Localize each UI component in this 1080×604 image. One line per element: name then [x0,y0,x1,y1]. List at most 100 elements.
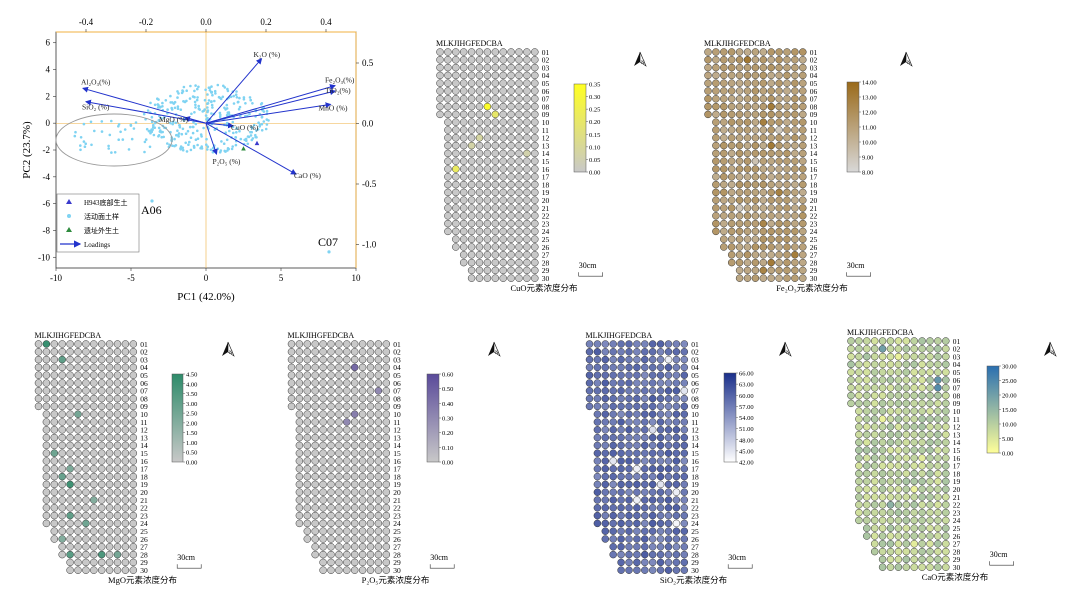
row-label: 08 [140,394,148,403]
row-label: 26 [542,243,550,252]
grid-cell [499,243,507,251]
grid-cell [664,488,673,496]
sample-point [188,125,192,129]
grid-cell [712,180,720,189]
grid-cell [319,550,327,559]
grid-cell [287,371,296,379]
sample-point [177,92,180,95]
grid-cell [105,480,114,489]
grid-cell [926,352,934,361]
grid-cell [42,387,51,395]
grid-cell [934,430,942,439]
row-label: 19 [691,480,699,489]
loading-arrow [205,84,336,124]
grid-cell [648,363,657,372]
grid-cell [303,379,312,387]
sample-point [93,129,96,133]
grid-cell [767,266,775,275]
grid-cell [743,63,752,72]
grid-cell [656,496,665,504]
sample-point [198,108,201,111]
grid-cell [783,149,791,158]
grid-cell [799,95,807,103]
grid-cell [507,118,515,126]
grid-cell [295,348,304,356]
grid-cell [358,402,367,411]
grid-cell [113,379,122,387]
grid-cell [467,110,476,119]
column-header: MLKJIHGFEDCBA [436,39,503,48]
grid-cell [507,102,515,111]
column-header: MLKJIHGFEDCBA [704,39,771,48]
grid-cell [934,391,942,400]
grid-cell [58,410,66,418]
grid-cell [894,555,903,564]
row-label: 13 [542,141,550,150]
grid-cell [105,371,114,379]
grid-cell [311,426,319,434]
grid-cell [319,457,327,465]
grid-cell [759,274,768,282]
grid-cell [66,379,74,387]
grid-cell [641,527,649,535]
sample-point [194,84,197,87]
grid-cell [121,410,130,418]
grid-cell [934,446,942,454]
grid-cell [743,79,752,87]
outlier-point [150,199,154,203]
grid-cell [759,266,768,275]
grid-cell [609,394,617,403]
grid-cell [50,433,59,442]
grid-cell [311,363,319,372]
sample-point [149,101,152,105]
grid-cell [664,402,673,411]
grid-cell [791,235,799,243]
grid-cell [926,563,934,571]
grid-cell [311,394,319,403]
grid-cell [601,441,610,450]
north-arrow-icon [779,342,785,356]
grid-cell [82,449,90,457]
grid-cell [374,496,383,504]
colorbar-tick-label: 0.00 [1002,451,1013,458]
row-label: 20 [810,196,818,205]
grid-cell [727,157,736,165]
grid-cell [870,508,879,517]
sample-point [191,95,195,98]
grid-cell [664,472,673,481]
pca-x-axis-label: PC1 (42.0%) [177,291,235,303]
grid-cell [382,457,391,465]
grid-cell [672,355,681,364]
grid-cell [90,496,98,504]
grid-cell [720,243,728,251]
grid-cell [791,173,799,181]
grid-cell [735,274,744,282]
grid-cell [918,485,926,493]
grid-cell [878,399,887,408]
colorbar-tick-label: 54.00 [739,415,754,422]
row-label: 09 [810,110,818,119]
grid-cell [926,524,934,532]
grid-cell [459,180,468,189]
grid-cell [775,48,783,56]
sample-point [206,110,209,114]
grid-cell [863,477,871,486]
grid-cell [491,110,500,119]
grid-cell [335,433,343,442]
grid-cell [97,496,106,504]
grid-cell [444,110,452,119]
grid-cell [633,363,641,372]
colorbar-tick-label: 2.00 [186,420,197,427]
grid-cell [475,212,484,220]
sample-point [227,111,231,114]
grid-cell [515,251,523,259]
grid-cell [767,71,775,80]
grid-cell [870,407,879,415]
sample-point [173,106,177,110]
row-label: 09 [691,402,699,411]
row-label: 08 [810,102,818,111]
grid-cell [499,212,507,220]
grid-cell [870,524,879,532]
grid-cell [601,488,610,496]
grid-cell [303,355,312,364]
